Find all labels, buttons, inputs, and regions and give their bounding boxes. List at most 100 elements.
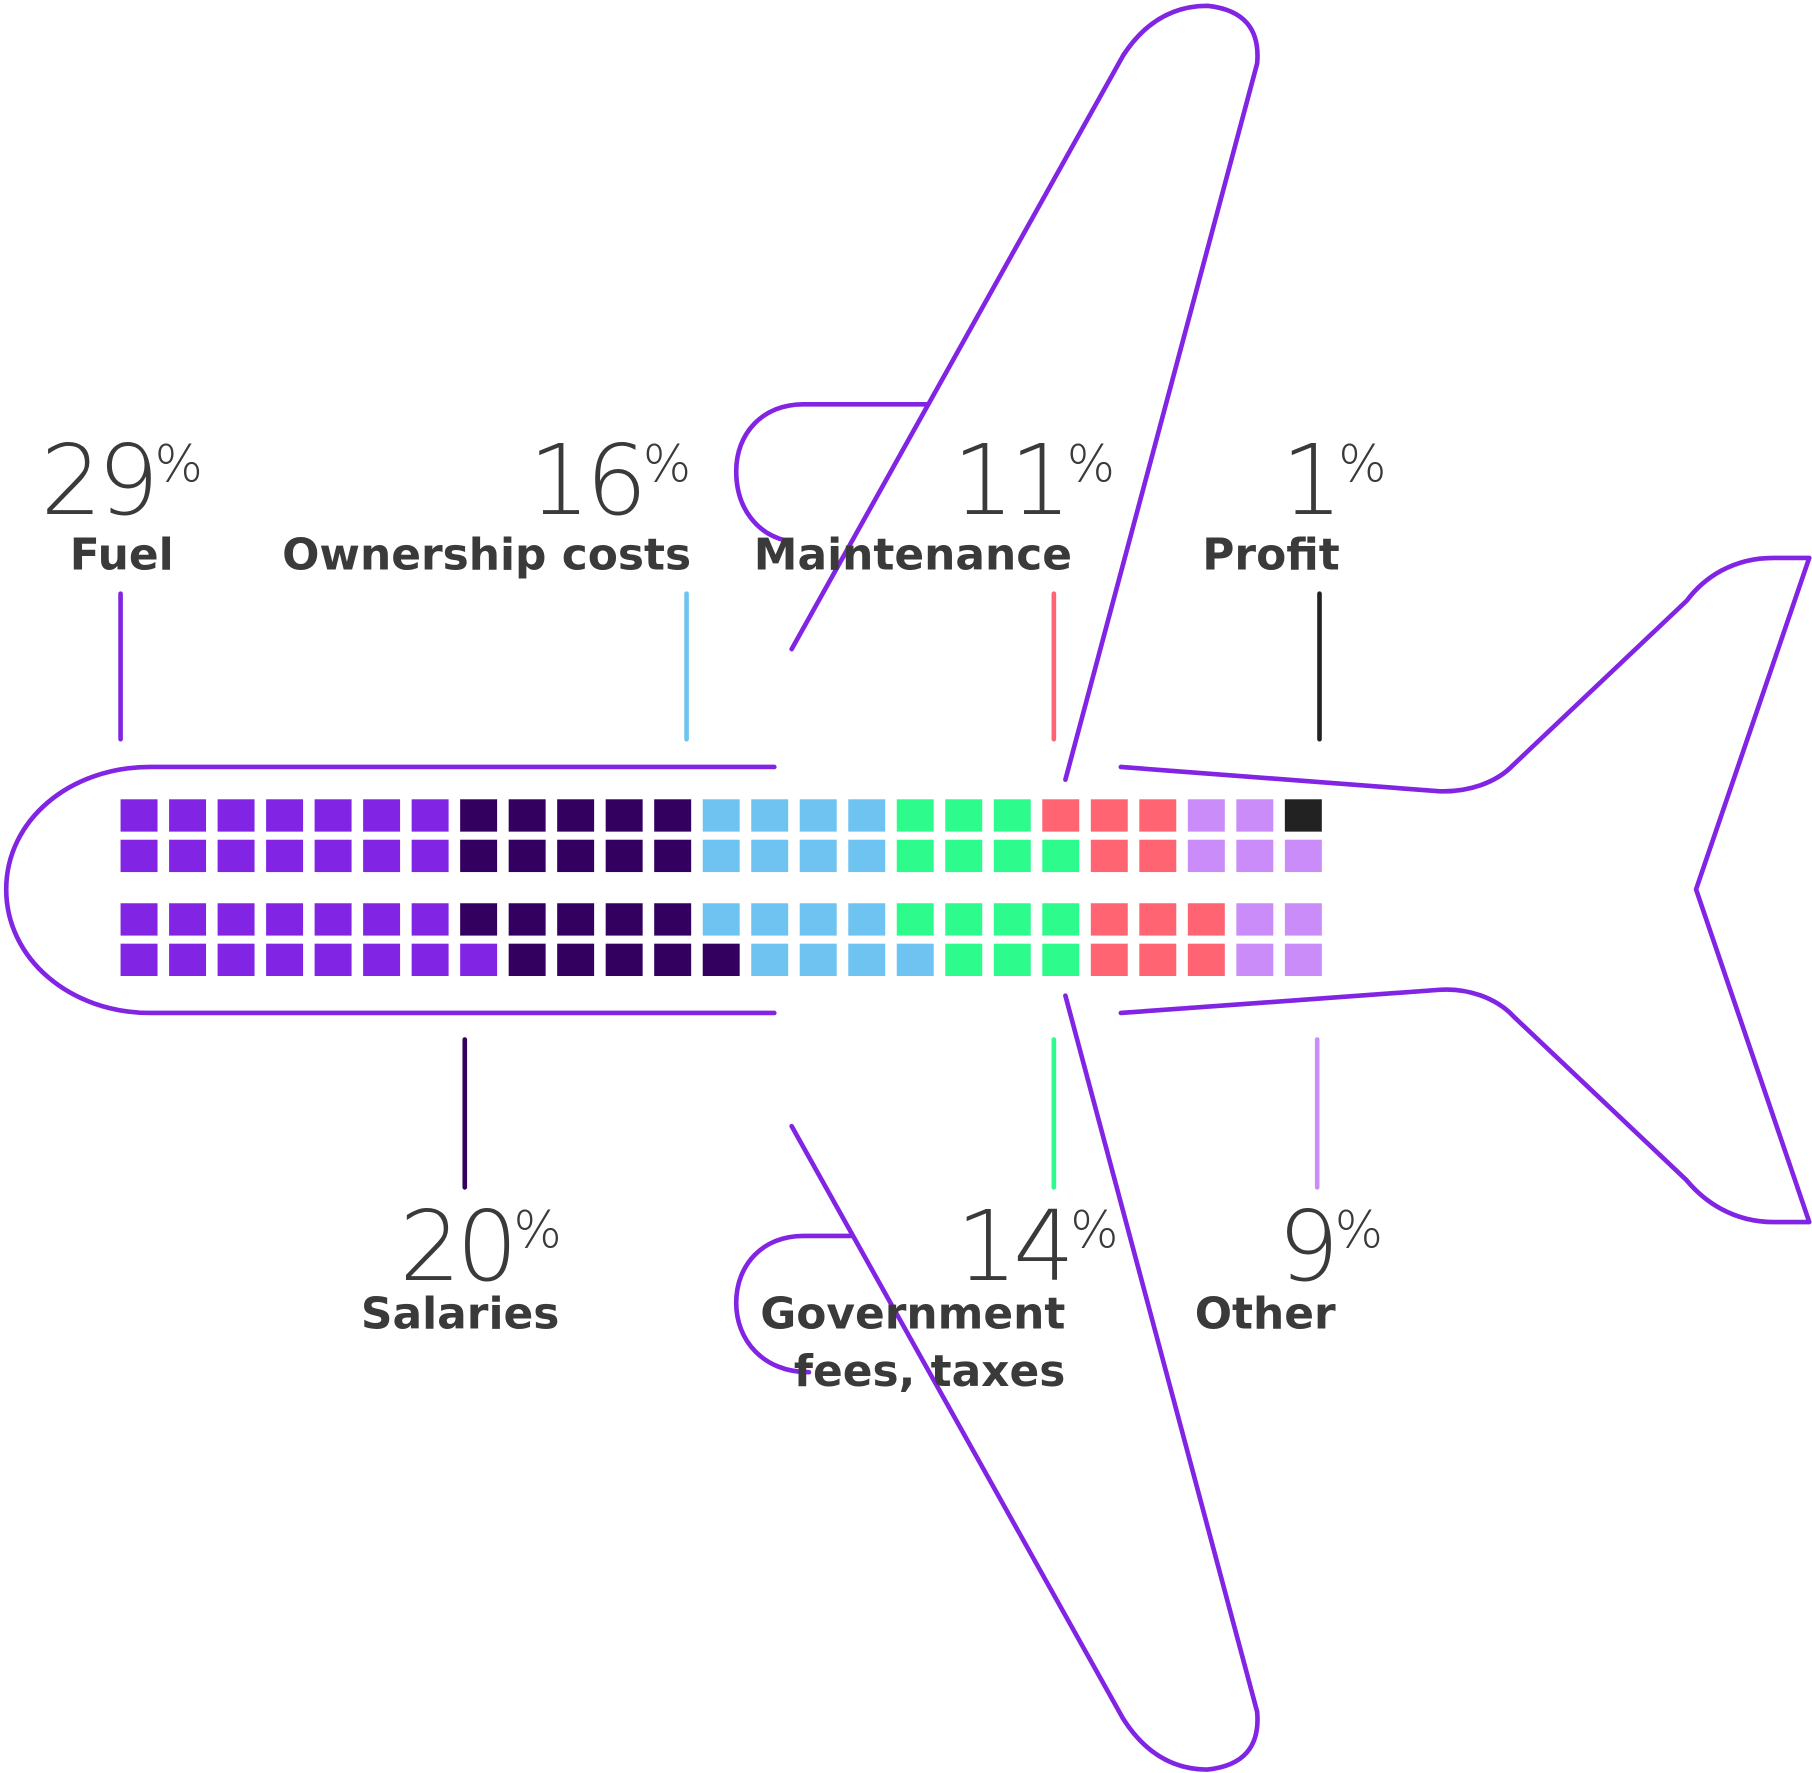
waffle-cell [1090,799,1128,832]
fuselage [3,764,777,1016]
waffle-cell [605,943,643,977]
waffle-cell [605,799,643,832]
waffle-cell [460,903,498,936]
waffle-cell [1139,799,1177,832]
waffle-cell [1090,903,1128,936]
waffle-cell [993,839,1031,873]
top-engine [733,401,930,543]
waffle-cell [1042,799,1080,832]
waffle-cell [896,943,934,977]
value-number: 11 [953,424,1067,537]
category-label-box: Salaries [361,1288,559,1339]
waffle-cell [1236,943,1274,977]
waffle-cell [169,903,207,936]
waffle-cell [799,903,837,936]
category-label: Ownership costs [282,529,692,580]
category-label-box: Ownership costs [282,529,692,580]
waffle-cell [1236,903,1274,936]
waffle-cell [654,943,692,977]
waffle-cell [363,799,401,832]
waffle-cell [799,839,837,873]
waffle-cell [848,903,886,936]
waffle-cell [411,799,449,832]
bottom-wing [789,993,1260,1772]
value-number: 16 [529,424,643,537]
value-unit: % [155,435,203,494]
category-label: Fuel [69,529,174,580]
value-unit: % [643,435,691,494]
waffle-cell [508,839,546,873]
waffle-cell [702,943,740,977]
bottom-engine [733,1233,856,1375]
waffle-cell [266,799,304,832]
waffle-cell [314,839,352,873]
waffle-cell [993,943,1031,977]
waffle-cell [460,839,498,873]
waffle-cell [654,839,692,873]
waffle-cell [460,943,498,977]
value-label: 16% [529,424,692,537]
waffle-cell [1042,903,1080,936]
waffle-cell [314,903,352,936]
category-label-box: Profit [1202,529,1339,580]
waffle-cell [654,903,692,936]
waffle-cell [363,839,401,873]
value-number: 14 [956,1190,1070,1303]
waffle-cell [1187,903,1225,936]
waffle-cell [1042,839,1080,873]
waffle-cell [799,799,837,832]
waffle-cell [557,839,595,873]
waffle-cell [605,839,643,873]
value-number: 29 [40,424,154,537]
waffle-cell [314,943,352,977]
waffle-cell [1090,943,1128,977]
waffle-cell [945,799,983,832]
waffle-cell [120,799,158,832]
waffle-cell [702,903,740,936]
waffle-cell [411,943,449,977]
waffle-cell [1187,799,1225,832]
waffle-cell [1139,839,1177,873]
waffle-cell [751,903,789,936]
value-unit: % [513,1200,561,1259]
waffle-cell [120,903,158,936]
waffle-cell [363,943,401,977]
category-label-box: Government fees, taxes [760,1287,1066,1397]
value-unit: % [1338,435,1386,494]
value-label: 1% [1281,424,1386,537]
waffle-cell [169,839,207,873]
waffle-cell [557,903,595,936]
waffle-cell [993,799,1031,832]
waffle-cell [266,943,304,977]
category-label-box: Maintenance [754,529,1072,580]
waffle-cell [702,799,740,832]
waffle-cell [605,903,643,936]
waffle-cell [217,903,255,936]
waffle-cell [508,903,546,936]
category-label-box: Other [1194,1287,1336,1339]
value-label: 14% [956,1190,1119,1303]
category-label-box: Fuel [69,529,174,580]
waffle-cell [751,799,789,832]
value-unit: % [1067,435,1115,494]
waffle-cell [654,799,692,832]
waffle-cell [314,799,352,832]
value-label: 20% [399,1190,562,1303]
waffle-cell [848,799,886,832]
waffle-cell [896,799,934,832]
tail [1118,555,1812,1225]
waffle-cell [217,839,255,873]
waffle-cell [751,943,789,977]
value-number: 20 [399,1190,513,1303]
top-wing [789,3,1260,782]
category-label: Government fees, taxes [760,1287,1066,1397]
waffle-cell [799,943,837,977]
waffle-cell [169,799,207,832]
waffle-cell [217,799,255,832]
waffle-cell [508,799,546,832]
waffle-cell [1284,903,1322,936]
waffle-cell [1236,799,1274,832]
value-label: 11% [953,424,1116,537]
waffle-cell [945,943,983,977]
category-label: Other [1194,1287,1336,1339]
